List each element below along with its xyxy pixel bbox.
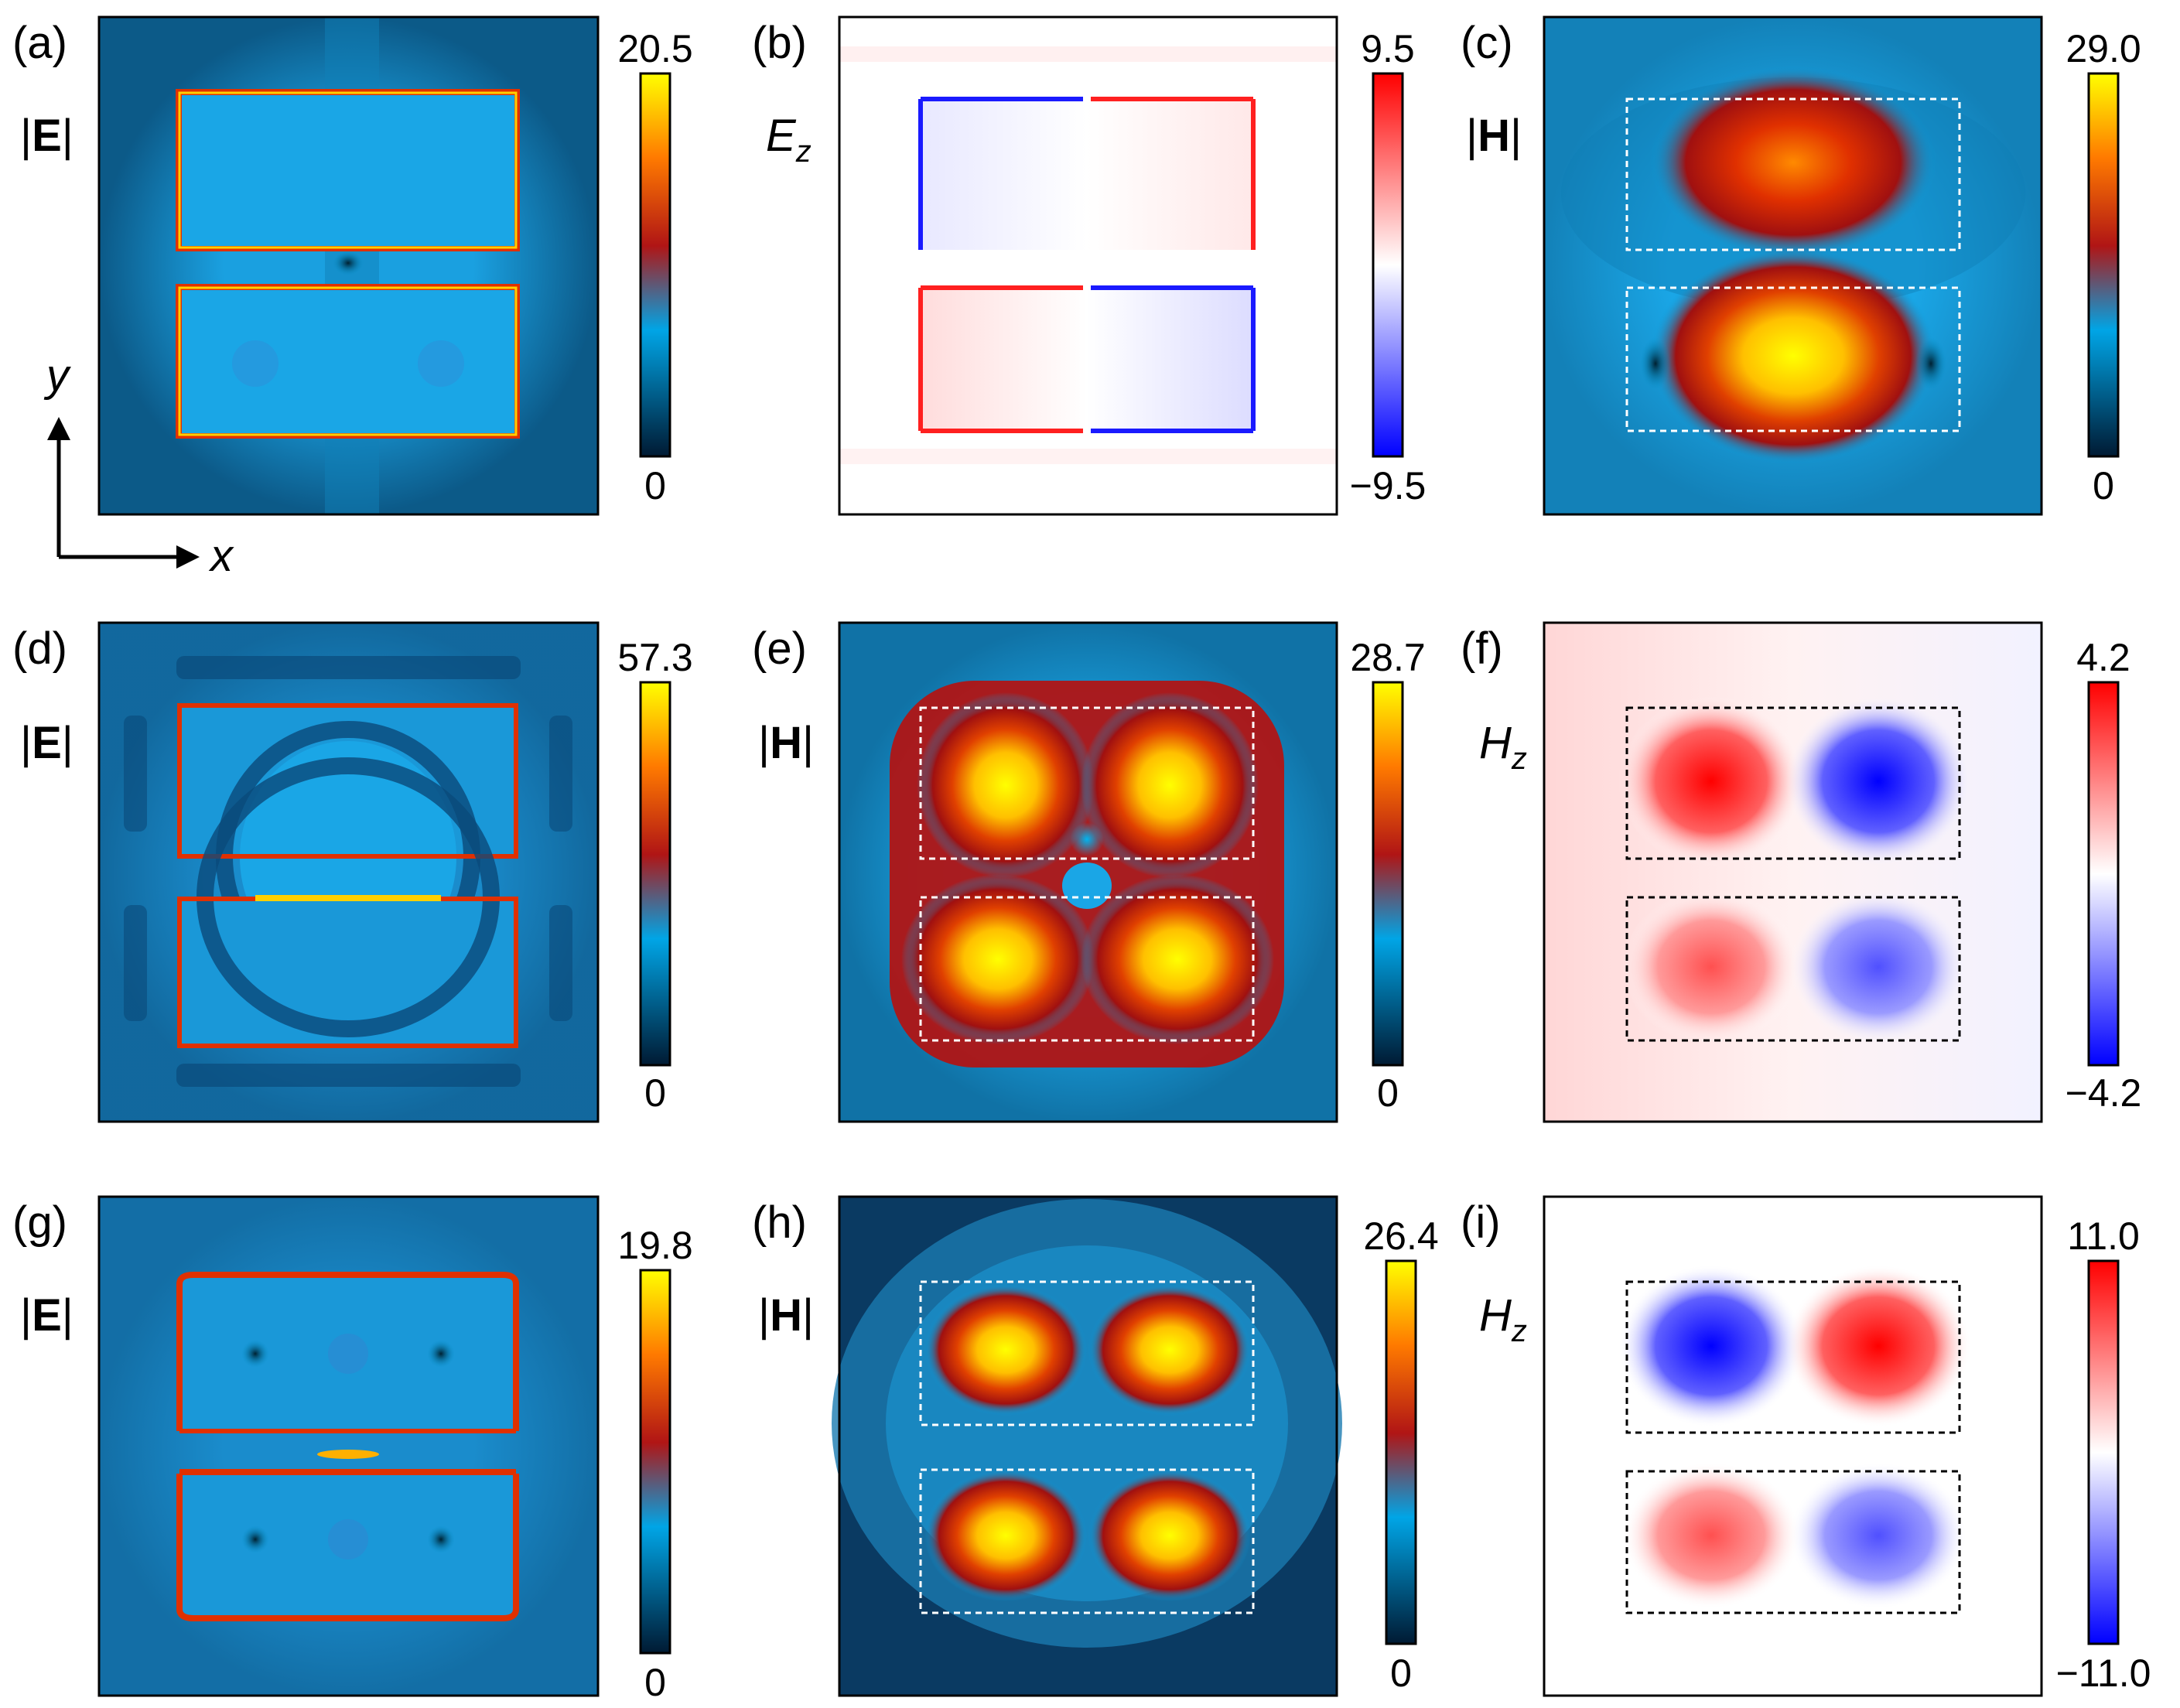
panel-c-bottom-lobe	[1650, 248, 1936, 464]
panel-b: (b) Ez 9.5 −9.5	[752, 15, 1427, 516]
panel-i: (i) Hz 11.0 −11.0	[1461, 1195, 2151, 1697]
panel-b-label: (b)	[752, 18, 807, 68]
panel-h-cb-max: 26.4	[1363, 1214, 1438, 1258]
panel-i-field	[1544, 1197, 2042, 1696]
panel-i-top-right-lobe	[1785, 1265, 1971, 1427]
panel-f-quantity: Hz	[1479, 718, 1527, 776]
panel-c-cb-min: 0	[2093, 464, 2114, 507]
panel-b-colorbar	[1372, 72, 1404, 458]
panel-d-cb-max: 57.3	[617, 636, 692, 679]
panel-h: (h) |H| 26.4 0	[752, 1195, 1439, 1697]
panel-h-top-right-lobe	[1088, 1284, 1251, 1416]
panel-c-cb-max: 29.0	[2066, 27, 2141, 70]
panel-f-colorbar	[2087, 681, 2120, 1067]
panel-i-cb-min: −11.0	[2056, 1652, 2151, 1695]
panel-e-cb-max: 28.7	[1350, 636, 1425, 679]
panel-h-top-box	[919, 1280, 1255, 1426]
axes-indicator: y x	[43, 350, 234, 581]
panel-c-quantity: |H|	[1466, 111, 1522, 161]
panel-f: (f) Hz 4.2 −4.2	[1461, 621, 2142, 1123]
panel-i-cb-max: 11.0	[2067, 1214, 2140, 1258]
panel-f-bottom-right-lobe	[1789, 890, 1967, 1044]
panel-a-cb-max: 20.5	[617, 27, 692, 70]
panel-h-colorbar	[1385, 1259, 1417, 1645]
panel-a-quantity: |E|	[20, 111, 73, 161]
panel-h-cb-min: 0	[1390, 1652, 1412, 1695]
panel-e-cb-min: 0	[1377, 1071, 1399, 1115]
panel-f-top-left-lobe	[1618, 696, 1804, 866]
panel-c-label: (c)	[1461, 18, 1513, 68]
panel-d: (d) |E| 57.3 0	[12, 621, 693, 1123]
panel-f-bottom-left-lobe	[1622, 890, 1800, 1044]
panel-f-label: (f)	[1461, 623, 1503, 674]
panel-b-field	[839, 17, 1337, 514]
panel-a: (a) |E| 20.5 0	[12, 15, 693, 516]
panel-d-quantity: |E|	[20, 718, 73, 768]
panel-f-cb-min: −4.2	[2066, 1071, 2142, 1115]
panel-e-bottom-box	[919, 896, 1255, 1042]
panel-g-label: (g)	[12, 1197, 67, 1248]
panel-h-top-left-lobe	[924, 1284, 1087, 1416]
panel-i-bottom-box	[1625, 1470, 1961, 1614]
panel-d-colorbar	[639, 681, 671, 1067]
panel-e-top-box	[919, 706, 1255, 860]
panel-h-bottom-box	[919, 1468, 1255, 1614]
panel-c-top-box	[1625, 97, 1961, 251]
panel-c-top-lobe	[1650, 66, 1936, 259]
panel-c-bottom-box	[1625, 286, 1961, 432]
panel-h-bottom-left-lobe	[924, 1470, 1087, 1601]
panel-i-label: (i)	[1461, 1197, 1501, 1248]
panel-i-quantity: Hz	[1479, 1290, 1527, 1348]
panel-g: (g) |E| 19.8 0	[12, 1195, 693, 1704]
panel-i-bottom-right-lobe	[1789, 1462, 1967, 1609]
panel-b-bottom-rod	[921, 288, 1253, 431]
panel-f-field	[1544, 623, 2042, 1122]
panel-f-top-right-lobe	[1785, 696, 1971, 866]
panel-g-cb-min: 0	[644, 1661, 666, 1704]
panel-e-label: (e)	[752, 623, 807, 674]
panel-b-cb-min: −9.5	[1350, 464, 1427, 507]
panel-d-label: (d)	[12, 623, 67, 674]
panel-f-bottom-box	[1625, 896, 1961, 1042]
panel-e: (e) |H| 28.7 0	[752, 621, 1426, 1123]
panel-f-top-box	[1625, 706, 1961, 860]
panel-h-label: (h)	[752, 1197, 807, 1248]
panel-i-top-left-lobe	[1618, 1265, 1804, 1427]
panel-g-bottom-rod	[179, 1474, 516, 1617]
panel-g-top-rod	[179, 1276, 516, 1431]
panel-e-quantity: |H|	[758, 718, 814, 768]
panel-c-colorbar	[2087, 72, 2120, 458]
panel-g-quantity: |E|	[20, 1290, 73, 1341]
panel-f-cb-max: 4.2	[2076, 636, 2130, 679]
y-axis-label: y	[43, 350, 71, 401]
panel-g-cb-max: 19.8	[617, 1224, 692, 1267]
panel-i-colorbar	[2087, 1259, 2120, 1645]
x-axis-label: x	[208, 531, 234, 581]
panel-e-colorbar	[1372, 681, 1404, 1067]
panel-a-label: (a)	[12, 18, 67, 68]
panel-b-quantity: Ez	[766, 111, 812, 169]
panel-i-top-box	[1625, 1280, 1961, 1434]
panel-d-cb-min: 0	[644, 1071, 666, 1115]
panel-b-cb-max: 9.5	[1361, 27, 1415, 70]
panel-i-bottom-left-lobe	[1622, 1462, 1800, 1609]
panel-b-top-rod	[921, 99, 1253, 250]
panel-a-cb-min: 0	[644, 464, 666, 507]
panel-a-colorbar	[639, 72, 671, 458]
panel-c: (c) |H| 29.0 0	[1461, 15, 2141, 516]
panel-h-bottom-right-lobe	[1088, 1470, 1251, 1601]
panel-g-colorbar	[639, 1269, 671, 1655]
panel-h-quantity: |H|	[758, 1290, 814, 1341]
